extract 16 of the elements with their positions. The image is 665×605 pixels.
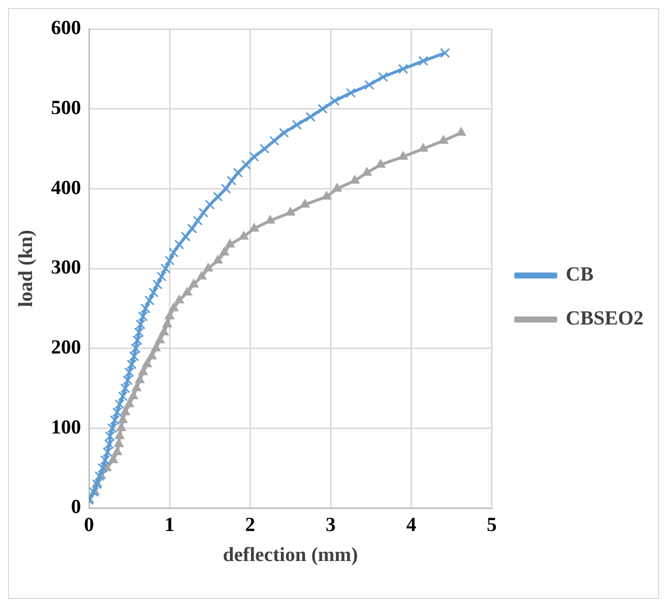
y-tick-label: 500 bbox=[51, 97, 81, 120]
x-tick-label: 3 bbox=[326, 514, 336, 536]
y-tick-label: 100 bbox=[51, 416, 81, 438]
x-tick-label: 2 bbox=[245, 514, 256, 536]
y-tick-label: 600 bbox=[51, 17, 81, 40]
x-tick-label: 5 bbox=[486, 514, 497, 536]
x-tick-label: 1 bbox=[164, 514, 175, 536]
y-axis-title: load (kn) bbox=[15, 230, 38, 308]
legend-label: CB bbox=[566, 264, 594, 286]
y-tick-label: 200 bbox=[51, 336, 81, 359]
y-tick-label: 0 bbox=[71, 496, 81, 518]
x-tick-label: 4 bbox=[406, 514, 416, 536]
y-tick-label: 400 bbox=[51, 176, 81, 199]
y-tick-label: 300 bbox=[51, 256, 81, 279]
x-axis-title: deflection (mm) bbox=[222, 544, 358, 566]
legend-label: CBSEO2 bbox=[566, 308, 644, 330]
